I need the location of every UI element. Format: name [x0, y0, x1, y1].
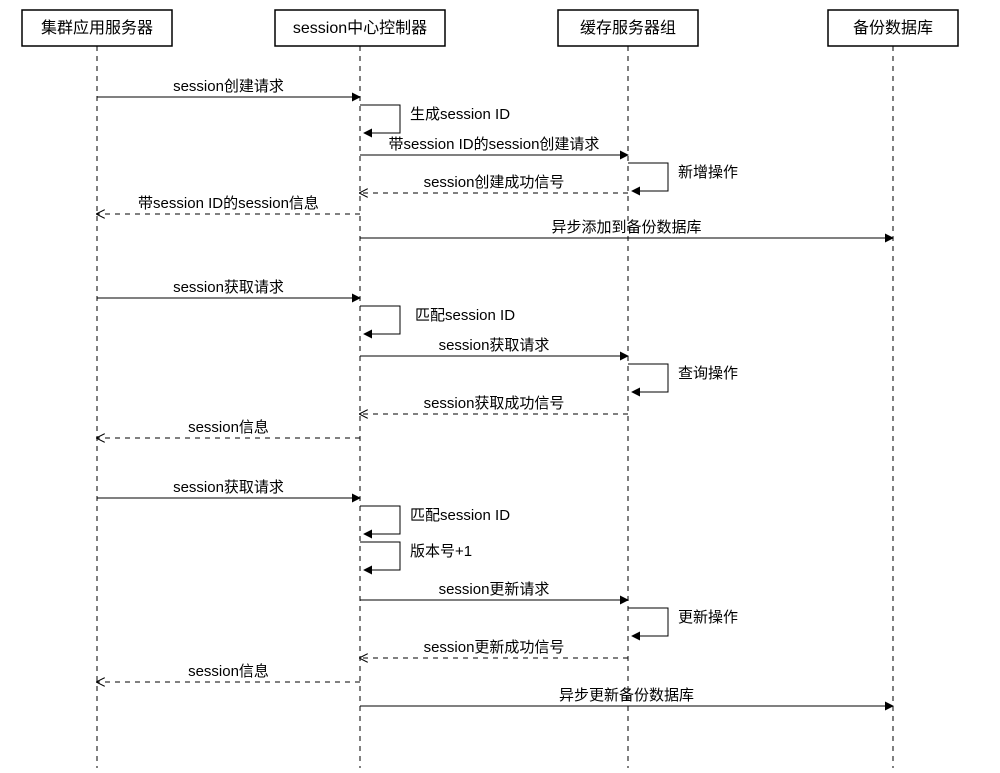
participant-label-p3: 缓存服务器组 [580, 19, 676, 37]
message-label-13: session获取请求 [173, 479, 284, 496]
message-label-9: session获取请求 [439, 337, 550, 354]
self-message-label-17: 更新操作 [678, 609, 738, 626]
message-label-11: session获取成功信号 [424, 395, 565, 412]
message-label-5: 带session ID的session信息 [138, 195, 319, 212]
self-message-14 [360, 506, 400, 534]
self-message-label-8: 匹配session ID [415, 307, 515, 324]
message-label-0: session创建请求 [173, 78, 284, 95]
message-label-20: 异步更新备份数据库 [559, 687, 694, 704]
sequence-diagram: 集群应用服务器 session中心控制器 缓存服务器组 备份数据库 session创建请… [0, 0, 1000, 773]
participant-label-p2: session中心控制器 [293, 19, 427, 37]
message-label-12: session信息 [188, 419, 269, 436]
participant-label-p4: 备份数据库 [853, 19, 933, 37]
self-message-label-1: 生成session ID [410, 106, 510, 123]
self-message-label-15: 版本号+1 [410, 543, 472, 560]
message-label-16: session更新请求 [439, 581, 550, 598]
participant-label-p1: 集群应用服务器 [41, 18, 153, 37]
self-message-label-14: 匹配session ID [410, 507, 510, 524]
self-message-3 [628, 163, 668, 191]
self-message-label-3: 新增操作 [678, 164, 738, 181]
message-label-18: session更新成功信号 [424, 639, 565, 656]
self-message-label-10: 查询操作 [678, 365, 738, 382]
message-label-19: session信息 [188, 663, 269, 680]
self-message-10 [628, 364, 668, 392]
message-label-4: session创建成功信号 [424, 174, 565, 191]
message-label-6: 异步添加到备份数据库 [551, 219, 701, 236]
message-label-7: session获取请求 [173, 279, 284, 296]
self-message-8 [360, 306, 400, 334]
self-message-1 [360, 105, 400, 133]
self-message-15 [360, 542, 400, 570]
self-message-17 [628, 608, 668, 636]
message-label-2: 带session ID的session创建请求 [389, 136, 600, 153]
